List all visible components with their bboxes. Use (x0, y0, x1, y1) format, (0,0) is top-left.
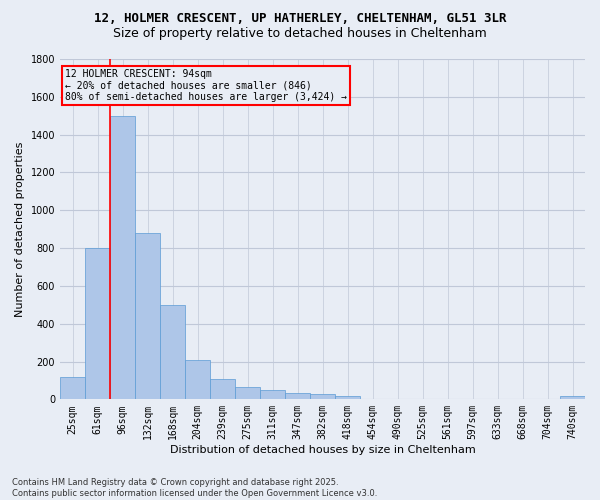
Bar (210, 378, 235, 400)
Bar (60, 376, 85, 400)
Y-axis label: Number of detached properties: Number of detached properties (15, 142, 25, 317)
Bar (85, 248, 110, 400)
Bar (235, 387, 260, 400)
Bar (110, 116, 135, 400)
Bar (160, 305, 185, 400)
Text: Contains HM Land Registry data © Crown copyright and database right 2025.
Contai: Contains HM Land Registry data © Crown c… (12, 478, 377, 498)
Text: 12 HOLMER CRESCENT: 94sqm
← 20% of detached houses are smaller (846)
80% of semi: 12 HOLMER CRESCENT: 94sqm ← 20% of detac… (65, 69, 347, 102)
Bar (135, 233, 160, 400)
Bar (285, 392, 310, 400)
Bar (310, 394, 335, 400)
Text: 12, HOLMER CRESCENT, UP HATHERLEY, CHELTENHAM, GL51 3LR: 12, HOLMER CRESCENT, UP HATHERLEY, CHELT… (94, 12, 506, 26)
Bar (185, 360, 210, 400)
Bar (260, 390, 285, 400)
Bar (560, 396, 585, 400)
Bar (335, 396, 360, 400)
X-axis label: Distribution of detached houses by size in Cheltenham: Distribution of detached houses by size … (170, 445, 475, 455)
Text: Size of property relative to detached houses in Cheltenham: Size of property relative to detached ho… (113, 28, 487, 40)
